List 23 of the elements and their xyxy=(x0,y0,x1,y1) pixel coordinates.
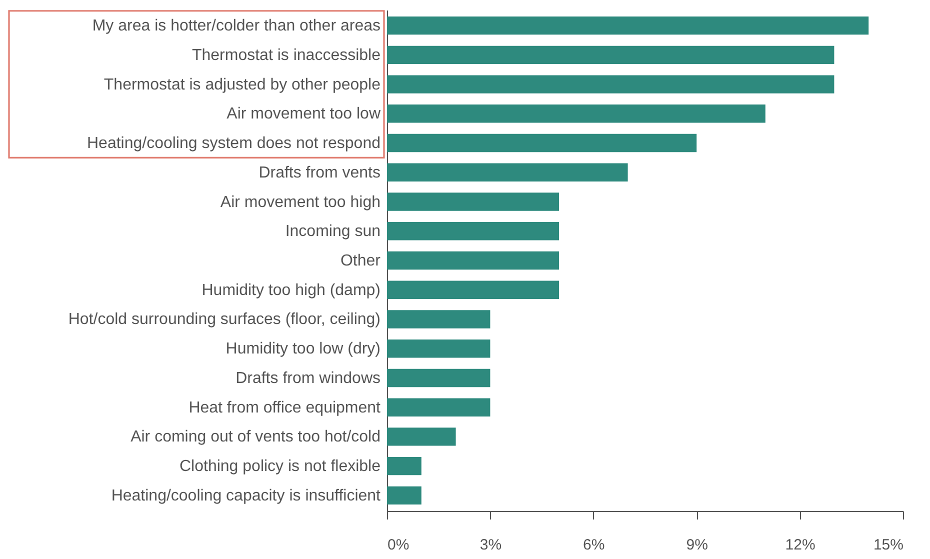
y-tick-label: Drafts from vents xyxy=(258,164,380,182)
x-tick-label: 6% xyxy=(583,536,605,554)
y-tick-label: Thermostat is adjusted by other people xyxy=(104,76,381,94)
y-tick-label: Hot/cold surrounding surfaces (floor, ceiling) xyxy=(68,311,380,328)
y-tick-label: Air movement too high xyxy=(220,194,380,211)
y-tick-label: Thermostat is inaccessible xyxy=(192,46,381,64)
y-tick-label: Humidity too low (dry) xyxy=(226,340,380,358)
x-tick-label: 0% xyxy=(388,536,410,554)
y-tick-label: Air coming out of vents too hot/cold xyxy=(130,428,380,446)
y-tick-label: Incoming sun xyxy=(285,223,380,240)
y-tick-label: My area is hotter/colder than other areas xyxy=(92,18,380,35)
y-tick-label: Heating/cooling system does not respond xyxy=(86,135,380,152)
y-tick-label: Other xyxy=(340,252,382,270)
y-tick-label: Humidity too high (damp) xyxy=(202,282,380,299)
x-tick-label: 12% xyxy=(785,536,816,554)
x-tick-label: 3% xyxy=(480,536,502,554)
x-tick-label: 15% xyxy=(873,536,904,554)
y-tick-label: Clothing policy is not flexible xyxy=(180,458,381,476)
y-tick-label: Air movement too low xyxy=(226,106,381,123)
y-tick-label: Drafts from windows xyxy=(236,370,380,387)
y-tick-label: Heat from office equipment xyxy=(188,399,382,416)
y-tick-label: Heating/cooling capacity is insufficient xyxy=(111,487,382,504)
x-tick-label: 9% xyxy=(686,536,708,554)
